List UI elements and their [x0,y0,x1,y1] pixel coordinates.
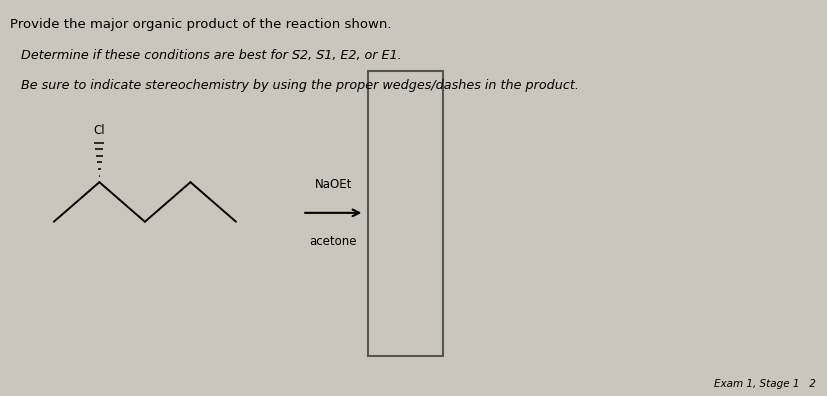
Text: Determine if these conditions are best for S̄2, S̄1, E2, or E1.: Determine if these conditions are best f… [21,50,401,63]
Text: NaOEt: NaOEt [314,178,351,191]
Text: Exam 1, Stage 1   2: Exam 1, Stage 1 2 [713,379,815,389]
Text: acetone: acetone [309,234,356,248]
Text: Provide the major organic product of the reaction shown.: Provide the major organic product of the… [10,18,391,31]
Text: Cl: Cl [93,124,105,137]
Bar [368,71,442,356]
Text: Be sure to indicate stereochemistry by using the proper wedges/dashes in the pro: Be sure to indicate stereochemistry by u… [21,79,578,92]
